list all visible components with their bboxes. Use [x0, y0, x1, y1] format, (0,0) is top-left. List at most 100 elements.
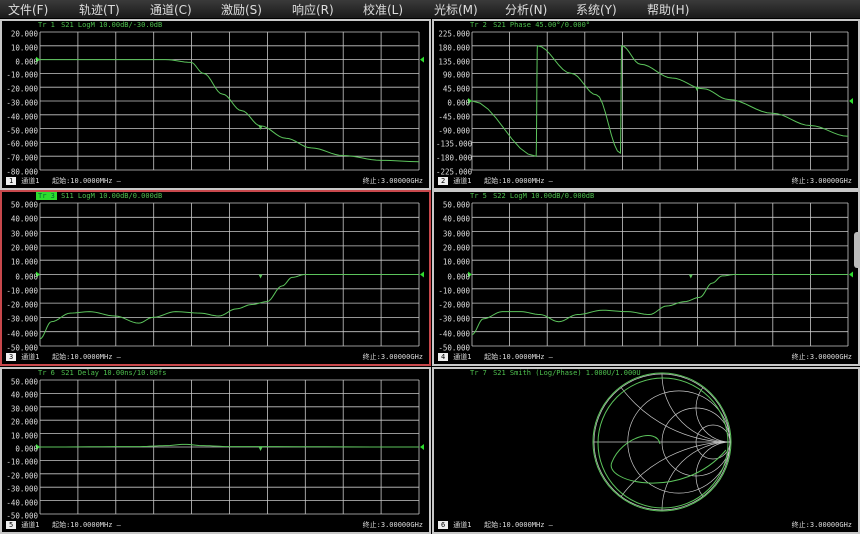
stop-frequency[interactable]: 终止:3.00000GHz: [362, 353, 423, 361]
trace-header[interactable]: Tr 3 S11 LogM 10.00dB/0.000dB: [36, 192, 162, 200]
y-tick-label: 20.000: [10, 29, 38, 39]
y-tick-label: 0.000: [15, 272, 38, 281]
channel-badge[interactable]: 4: [438, 353, 449, 361]
grid: [471, 31, 849, 171]
menu-item[interactable]: 光标(M): [434, 3, 478, 17]
y-tick-label: 135.000: [438, 57, 470, 67]
menu-item[interactable]: 校准(L): [363, 3, 404, 17]
plot-area[interactable]: [2, 192, 429, 364]
trace-label[interactable]: Tr 5: [470, 192, 487, 200]
plot-area[interactable]: [434, 21, 858, 188]
reference-marker-left: [36, 56, 40, 63]
plot-element: [610, 435, 727, 484]
channel-status-bar: 5 通道1 起始:10.0000MHz — 终止:3.00000GHz: [6, 519, 423, 531]
menu-item[interactable]: 激励(S): [221, 3, 262, 17]
marker: [688, 274, 693, 279]
menu-item[interactable]: 帮助(H): [647, 3, 690, 17]
side-panel-handle[interactable]: [854, 232, 860, 268]
reference-marker-left: [36, 271, 40, 278]
y-tick-label: -20.000: [438, 300, 470, 310]
start-frequency[interactable]: 起始:10.0000MHz —: [52, 177, 121, 185]
y-tick-label: -50.000: [6, 511, 38, 521]
y-tick-label: 10.000: [10, 431, 38, 441]
menu-item[interactable]: 分析(N): [505, 3, 548, 17]
stop-frequency[interactable]: 终止:3.00000GHz: [791, 521, 852, 529]
plot-element: [695, 387, 731, 443]
menu-item[interactable]: 通道(C): [150, 3, 192, 17]
trace-header[interactable]: Tr 6 S21 Delay 10.00ns/10.00fs: [36, 369, 166, 377]
y-tick-label: 0.000: [447, 272, 470, 281]
channel-status-bar: 1 通道1 起始:10.0000MHz — 终止:3.00000GHz: [6, 175, 423, 187]
y-tick-label: -30.000: [6, 484, 38, 494]
menu-item[interactable]: 响应(R): [292, 3, 334, 17]
channel-badge[interactable]: 2: [438, 177, 449, 185]
trace-header[interactable]: Tr 2 S21 Phase 45.00°/0.000°: [468, 21, 590, 29]
trace-header[interactable]: Tr 5 S22 LogM 10.00dB/0.000dB: [468, 192, 594, 200]
grid: [39, 31, 420, 171]
channel-label: 通道1: [21, 521, 40, 529]
plot-area[interactable]: [434, 192, 858, 364]
y-tick-label: -30.000: [6, 98, 38, 108]
plot-element: [592, 372, 732, 512]
reference-marker-right: [420, 271, 424, 278]
menu-bar: 文件(F) 轨迹(T) 通道(C) 激励(S) 响应(R) 校准(L) 光标(M) 分析(N)…: [0, 0, 860, 18]
stop-frequency[interactable]: 终止:3.00000GHz: [362, 521, 423, 529]
start-frequency[interactable]: 起始:10.0000MHz —: [484, 353, 553, 361]
trace-panel[interactable]: Tr 6 S21 Delay 10.00ns/10.00fs 5 通道1 起始:1…: [0, 367, 431, 534]
channel-label: 通道1: [453, 521, 472, 529]
channel-status-bar: 4 通道1 起始:10.0000MHz — 终止:3.00000GHz: [438, 351, 852, 363]
channel-badge[interactable]: 1: [6, 177, 17, 185]
y-tick-label: 50.000: [10, 377, 38, 387]
y-tick-label: -225.000: [436, 167, 473, 177]
start-frequency[interactable]: 起始:10.0000MHz —: [484, 521, 553, 529]
trace-panel[interactable]: Tr 2 S21 Phase 45.00°/0.000° 2 通道1 起始:10.…: [432, 19, 860, 190]
channel-badge[interactable]: 5: [6, 521, 17, 529]
trace-line: [39, 274, 419, 340]
trace-header[interactable]: Tr 7 S21 Smith (Log/Phase) 1.000U/1.000U: [468, 369, 641, 377]
plot-area[interactable]: [434, 369, 858, 532]
plot-element: [620, 387, 731, 443]
start-frequency[interactable]: 起始:10.0000MHz —: [52, 521, 121, 529]
plot-area[interactable]: [2, 21, 429, 188]
menu-item[interactable]: 系统(Y): [576, 3, 617, 17]
y-tick-label: -180.000: [436, 153, 473, 163]
stop-frequency[interactable]: 终止:3.00000GHz: [362, 177, 423, 185]
trace-panel[interactable]: Tr 3 S11 LogM 10.00dB/0.000dB 3 通道1 起始:10…: [0, 190, 431, 366]
menu-item[interactable]: 文件(F): [8, 3, 49, 17]
trace-header[interactable]: Tr 1 S21 LogM 10.00dB/-30.0dB: [36, 21, 162, 29]
smith-trace: [592, 372, 732, 512]
trace-panel[interactable]: Tr 5 S22 LogM 10.00dB/0.000dB 4 通道1 起始:10…: [432, 190, 860, 366]
start-frequency[interactable]: 起始:10.0000MHz —: [484, 177, 553, 185]
y-tick-label: -30.000: [438, 314, 470, 324]
reference-marker-right: [849, 271, 853, 278]
trace-panel[interactable]: Tr 7 S21 Smith (Log/Phase) 1.000U/1.000U…: [432, 367, 860, 534]
y-tick-label: 0.000: [447, 98, 470, 108]
trace-label[interactable]: Tr 7: [470, 369, 487, 377]
stop-frequency[interactable]: 终止:3.00000GHz: [791, 353, 852, 361]
channel-badge[interactable]: 3: [6, 353, 17, 361]
menu-item[interactable]: 轨迹(T): [79, 3, 120, 17]
y-tick-label: -70.000: [6, 153, 38, 163]
trace-label[interactable]: Tr 6: [38, 369, 55, 377]
trace-line: [39, 443, 420, 448]
y-tick-label: 10.000: [10, 257, 38, 267]
y-tick-label: -60.000: [6, 139, 38, 149]
trace-panel[interactable]: Tr 1 S21 LogM 10.00dB/-30.0dB 1 通道1 起始:10…: [0, 19, 431, 190]
channel-status-bar: 6 通道1 起始:10.0000MHz — 终止:3.00000GHz: [438, 519, 852, 531]
trace-label[interactable]: Tr 2: [470, 21, 487, 29]
plot-element: [661, 373, 731, 443]
trace-line: [471, 274, 848, 336]
marker: [258, 125, 263, 130]
trace-line: [471, 45, 849, 157]
plot-element: [695, 441, 731, 497]
plot-area[interactable]: [2, 369, 429, 532]
marker: [695, 87, 700, 92]
y-tick-label: 10.000: [442, 257, 470, 267]
trace-label[interactable]: Tr 1: [38, 21, 55, 29]
channel-badge[interactable]: 6: [438, 521, 449, 529]
start-frequency[interactable]: 起始:10.0000MHz —: [52, 353, 121, 361]
y-tick-label: 20.000: [10, 417, 38, 427]
trace-label[interactable]: Tr 3: [36, 192, 57, 200]
stop-frequency[interactable]: 终止:3.00000GHz: [791, 177, 852, 185]
plot-element: [620, 441, 731, 497]
